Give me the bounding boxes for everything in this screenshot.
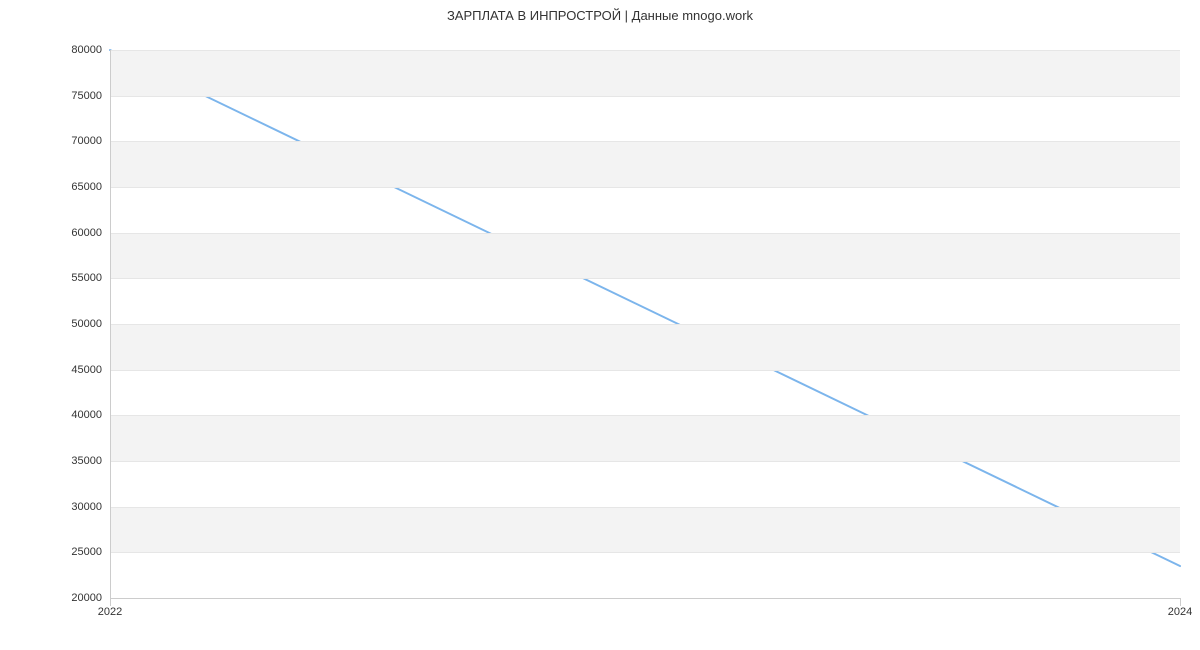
y-gridline	[110, 324, 1180, 325]
x-tick-label: 2022	[98, 606, 122, 618]
y-tick-label: 20000	[71, 592, 102, 604]
y-gridline	[110, 233, 1180, 234]
y-tick-label: 70000	[71, 135, 102, 147]
y-gridline	[110, 370, 1180, 371]
y-tick-label: 60000	[71, 227, 102, 239]
y-tick-label: 25000	[71, 546, 102, 558]
y-gridline	[110, 141, 1180, 142]
y-tick-label: 50000	[71, 318, 102, 330]
y-gridline	[110, 96, 1180, 97]
x-axis-line	[110, 598, 1180, 599]
x-tick-label: 2024	[1168, 606, 1192, 618]
plot-band	[110, 96, 1180, 142]
y-gridline	[110, 50, 1180, 51]
y-tick-label: 75000	[71, 90, 102, 102]
y-tick-label: 35000	[71, 455, 102, 467]
plot-band	[110, 233, 1180, 279]
y-tick-label: 40000	[71, 409, 102, 421]
plot-band	[110, 141, 1180, 187]
plot-band	[110, 187, 1180, 233]
y-gridline	[110, 507, 1180, 508]
x-tick-mark	[110, 598, 111, 606]
y-gridline	[110, 415, 1180, 416]
plot-band	[110, 461, 1180, 507]
plot-band	[110, 415, 1180, 461]
y-axis-line	[110, 50, 111, 598]
y-gridline	[110, 187, 1180, 188]
y-tick-label: 55000	[71, 272, 102, 284]
chart-container: ЗАРПЛАТА В ИНПРОСТРОЙ | Данные mnogo.wor…	[0, 0, 1200, 650]
y-tick-label: 80000	[71, 44, 102, 56]
plot-band	[110, 324, 1180, 370]
plot-area: 2000025000300003500040000450005000055000…	[110, 50, 1180, 598]
y-gridline	[110, 552, 1180, 553]
plot-band	[110, 370, 1180, 416]
plot-band	[110, 50, 1180, 96]
plot-band	[110, 552, 1180, 598]
y-tick-label: 30000	[71, 501, 102, 513]
chart-title: ЗАРПЛАТА В ИНПРОСТРОЙ | Данные mnogo.wor…	[0, 8, 1200, 23]
plot-band	[110, 278, 1180, 324]
plot-band	[110, 507, 1180, 553]
y-gridline	[110, 278, 1180, 279]
y-tick-label: 45000	[71, 364, 102, 376]
x-tick-mark	[1180, 598, 1181, 606]
y-gridline	[110, 461, 1180, 462]
y-tick-label: 65000	[71, 181, 102, 193]
